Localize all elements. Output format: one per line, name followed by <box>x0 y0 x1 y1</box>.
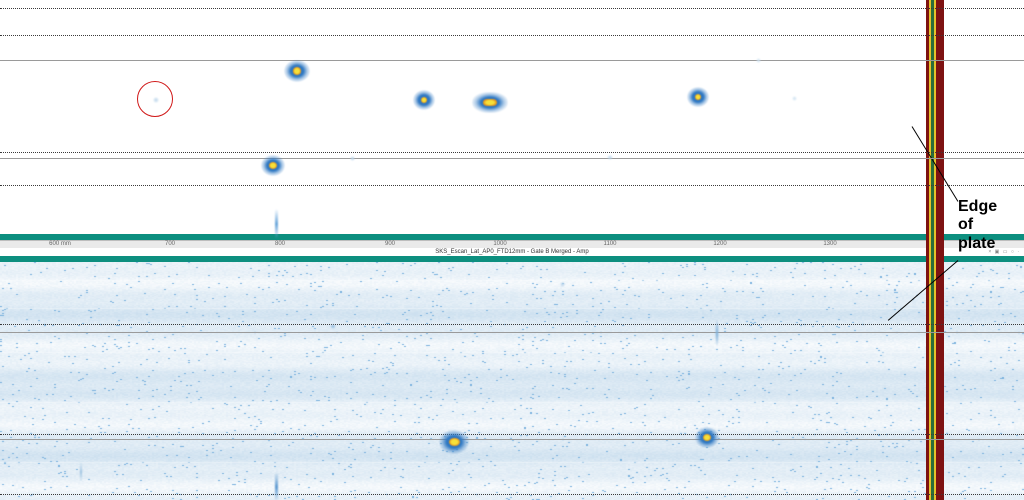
view-title: SKS_Escan_Lat_AP0_FTD12mm - Gate B Merge… <box>435 249 588 255</box>
faint-spot <box>756 58 761 63</box>
indication-spot <box>687 87 709 107</box>
faint-spot <box>153 97 159 103</box>
indication-core <box>703 434 711 441</box>
faint-spot <box>350 156 355 161</box>
faint-spot <box>607 155 613 160</box>
edge-of-plate-label: Edge of plate <box>958 198 997 253</box>
ruler-tick: 1000 <box>493 241 506 247</box>
edge-of-plate-band <box>926 0 944 500</box>
cscan-bottom-panel <box>0 262 1024 500</box>
indication-spot <box>261 155 285 176</box>
vertical-streak <box>275 472 278 500</box>
indication-spot <box>413 90 435 110</box>
ruler-tick: 600 mm <box>49 241 71 247</box>
indication-core <box>695 94 702 100</box>
indication-core <box>483 99 497 106</box>
edge-label-line3: plate <box>958 235 997 253</box>
gridline-dotted <box>0 35 1024 36</box>
gridline-solid <box>0 158 1024 159</box>
vertical-streak <box>80 462 82 482</box>
ruler-tick: 700 <box>165 241 175 247</box>
indication-spot <box>284 60 310 82</box>
faint-spot <box>792 96 797 101</box>
faint-spot <box>330 324 336 329</box>
indication-core <box>421 97 428 103</box>
indication-spot <box>695 427 719 448</box>
indication-spot <box>439 430 469 454</box>
indication-core <box>449 438 460 446</box>
ruler-tick: 1300 <box>823 241 836 247</box>
indication-core <box>293 67 302 74</box>
ruler-tick: 800 <box>275 241 285 247</box>
gridline-dotted <box>0 494 1024 495</box>
gridline-solid <box>0 332 1024 333</box>
ruler-tick: 1200 <box>713 241 726 247</box>
faint-spot <box>715 320 719 346</box>
gridline-dotted <box>0 8 1024 9</box>
view-title-strip: SKS_Escan_Lat_AP0_FTD12mm - Gate B Merge… <box>0 248 1024 256</box>
gridline-dotted <box>0 434 1024 435</box>
edge-label-line2: of <box>958 216 997 234</box>
bscan-noise-texture <box>0 262 1024 500</box>
gridline-dotted <box>0 185 1024 186</box>
faint-spot <box>560 282 565 287</box>
indication-spot <box>472 92 508 113</box>
ruler-tick: 900 <box>385 241 395 247</box>
ruler-tick: 1100 <box>604 241 617 247</box>
gridline-dotted <box>0 152 1024 153</box>
gridline-solid <box>0 60 1024 61</box>
edge-stripe <box>936 0 944 500</box>
gridline-solid <box>0 439 1024 440</box>
edge-label-line1: Edge <box>958 198 997 216</box>
vertical-streak <box>275 209 278 239</box>
gridline-dotted <box>0 324 1024 325</box>
indication-core <box>269 162 277 169</box>
